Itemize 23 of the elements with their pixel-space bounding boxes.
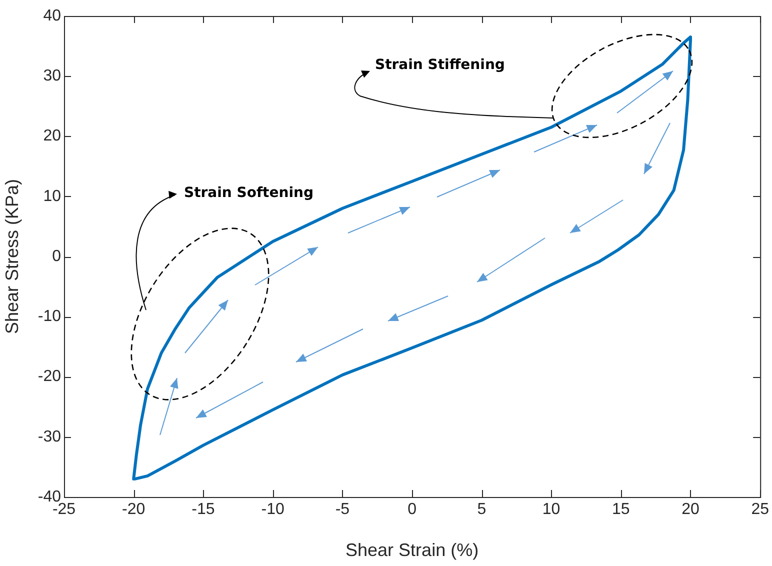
x-tick-label: 5 [477, 501, 486, 518]
x-tick-label: -25 [52, 501, 76, 518]
x-axis-title: Shear Strain (%) [346, 540, 479, 560]
x-tick-label: 15 [612, 501, 630, 518]
x-tick-label: 0 [408, 501, 417, 518]
y-tick-label: 0 [52, 248, 62, 265]
annotation: Strain Softening [184, 185, 314, 201]
x-tick-label: -15 [192, 501, 215, 518]
x-tick-label: -20 [122, 501, 146, 518]
y-tick-label: -10 [38, 308, 62, 326]
x-tick-label: -5 [335, 501, 350, 518]
y-tick-label: 10 [43, 188, 62, 205]
x-tick-label: 10 [542, 501, 560, 518]
annotation: Strain Stiffening [375, 57, 505, 73]
y-tick-label: 40 [43, 7, 62, 24]
y-tick-label: -30 [38, 428, 62, 446]
x-tick-label: -10 [261, 501, 284, 518]
x-tick-label: 20 [682, 501, 700, 518]
y-axis-title: Shear Stress (KPa) [2, 178, 22, 334]
y-tick-label: 30 [43, 68, 62, 85]
y-tick-label: 20 [43, 128, 62, 145]
x-tick-label: 25 [751, 501, 770, 518]
y-tick-label: -20 [38, 368, 62, 386]
